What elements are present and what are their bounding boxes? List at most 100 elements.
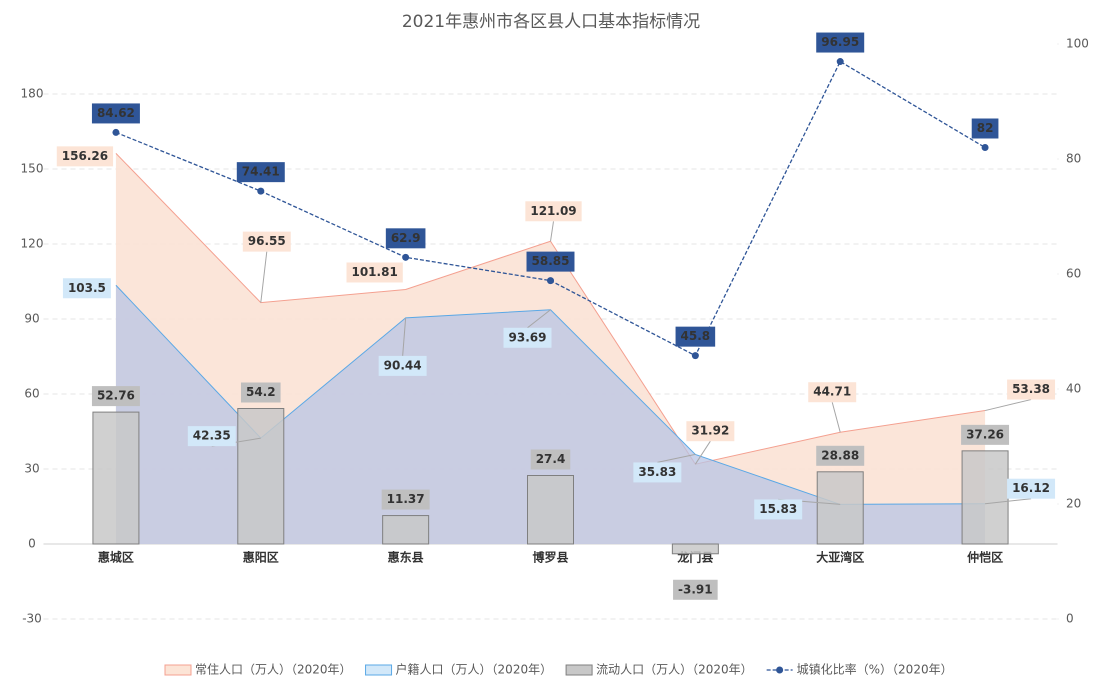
legend-swatch <box>565 664 593 676</box>
data-label-box: 11.37 <box>381 489 430 510</box>
label-bg <box>675 326 716 347</box>
data-label-box: 84.62 <box>91 103 140 124</box>
data-label-box: 96.55 <box>242 231 291 252</box>
y-tick-label: 120 <box>21 237 44 251</box>
data-label: 11.37 <box>387 492 425 506</box>
data-label: 16.12 <box>1012 481 1050 495</box>
label-bg <box>530 449 571 470</box>
label-bg <box>526 251 575 272</box>
bar <box>382 515 430 545</box>
data-label-box: 74.41 <box>236 162 285 183</box>
y-tick-label: 180 <box>21 87 44 101</box>
legend-label: 城镇化比率（%）（2020年） <box>797 662 953 677</box>
leader-line <box>985 498 1032 505</box>
y2-tick-label: 0 <box>1066 612 1074 626</box>
data-label: 121.09 <box>530 204 576 218</box>
y2-tick-label: 60 <box>1066 267 1081 281</box>
label-bg <box>381 489 430 510</box>
data-label-box: 82 <box>971 118 999 139</box>
label-bg <box>633 462 682 483</box>
data-label: 96.55 <box>248 234 286 248</box>
y2-tick-label: 100 <box>1066 37 1089 51</box>
legend-swatch <box>776 666 784 674</box>
data-label-box: 27.4 <box>530 449 571 470</box>
data-label: 15.83 <box>759 502 797 516</box>
y-tick-label: 60 <box>24 387 39 401</box>
bar <box>92 411 140 545</box>
y-tick-label: -30 <box>22 612 42 626</box>
data-label-box: 42.35 <box>187 426 236 447</box>
x-tick-label: 仲恺区 <box>967 550 1003 565</box>
label-bg <box>961 424 1010 445</box>
data-label: 101.81 <box>351 265 397 279</box>
label-bg <box>242 231 291 252</box>
data-label: 27.4 <box>536 452 566 466</box>
area <box>115 285 986 544</box>
x-tick-label: 惠城区 <box>98 550 134 565</box>
line-point <box>257 187 265 195</box>
bar <box>671 543 719 555</box>
leader-line <box>984 399 1032 412</box>
label-bg <box>91 103 140 124</box>
legend-item: 常住人口（万人）（2020年） <box>164 663 352 677</box>
label-bg <box>187 426 236 447</box>
line-point <box>112 128 120 136</box>
data-label-box: 101.81 <box>346 262 403 283</box>
data-label-box: 15.83 <box>754 499 803 520</box>
y2-tick-label: 40 <box>1066 382 1081 396</box>
data-label: 93.69 <box>509 330 547 344</box>
data-label: 84.62 <box>97 106 135 120</box>
leader-line <box>260 251 268 303</box>
leader-line <box>831 402 841 433</box>
label-bg <box>1007 379 1056 400</box>
x-tick-label: 博罗县 <box>532 550 568 565</box>
label-bg <box>236 162 285 183</box>
y-tick-label: 150 <box>21 162 44 176</box>
data-label-box: 28.88 <box>816 445 865 466</box>
data-label: 52.76 <box>97 389 135 403</box>
label-bg <box>673 579 718 600</box>
data-label-box: -3.91 <box>673 579 718 600</box>
data-label: 53.38 <box>1012 382 1050 396</box>
label-bg <box>503 327 552 348</box>
line-point <box>836 58 844 66</box>
data-label: 37.26 <box>966 427 1004 441</box>
label-bg <box>378 355 427 376</box>
label-bg <box>62 278 111 299</box>
legend-swatch <box>365 664 393 676</box>
data-label-box: 45.8 <box>675 326 716 347</box>
chart-title: 2021年惠州市各区县人口基本指标情况 <box>402 12 700 32</box>
leader-line <box>527 309 551 329</box>
legend-item: 流动人口（万人）（2020年） <box>565 663 753 677</box>
label-bg <box>240 382 281 403</box>
bar <box>527 475 574 545</box>
data-label: 42.35 <box>193 429 231 443</box>
legend-item: 城镇化比率（%）（2020年） <box>766 662 953 677</box>
data-label-box: 44.71 <box>808 382 857 403</box>
label-bg <box>525 201 582 222</box>
data-label-box: 37.26 <box>961 424 1010 445</box>
bar <box>961 450 1009 545</box>
label-bg <box>971 118 999 139</box>
data-label-box: 62.9 <box>385 228 426 249</box>
leader-line <box>657 453 696 463</box>
x-tick-label: 大亚湾区 <box>816 550 864 565</box>
data-label: 62.9 <box>391 231 421 245</box>
data-label: 35.83 <box>638 465 676 479</box>
label-bg <box>385 228 426 249</box>
y2-tick-label: 80 <box>1066 152 1081 166</box>
label-bg <box>816 32 865 53</box>
label-bg <box>91 386 140 407</box>
data-label: -3.91 <box>678 582 713 596</box>
line-point <box>691 352 699 360</box>
x-tick-label: 惠阳区 <box>243 550 279 565</box>
legend-label: 常住人口（万人）（2020年） <box>195 663 352 677</box>
data-label-box: 96.95 <box>816 32 865 53</box>
data-label: 58.85 <box>532 254 570 268</box>
legend-swatch <box>164 664 192 676</box>
label-bg <box>808 382 857 403</box>
data-label: 44.71 <box>813 385 851 399</box>
data-label-box: 52.76 <box>91 386 140 407</box>
data-label-box: 16.12 <box>1007 478 1056 499</box>
